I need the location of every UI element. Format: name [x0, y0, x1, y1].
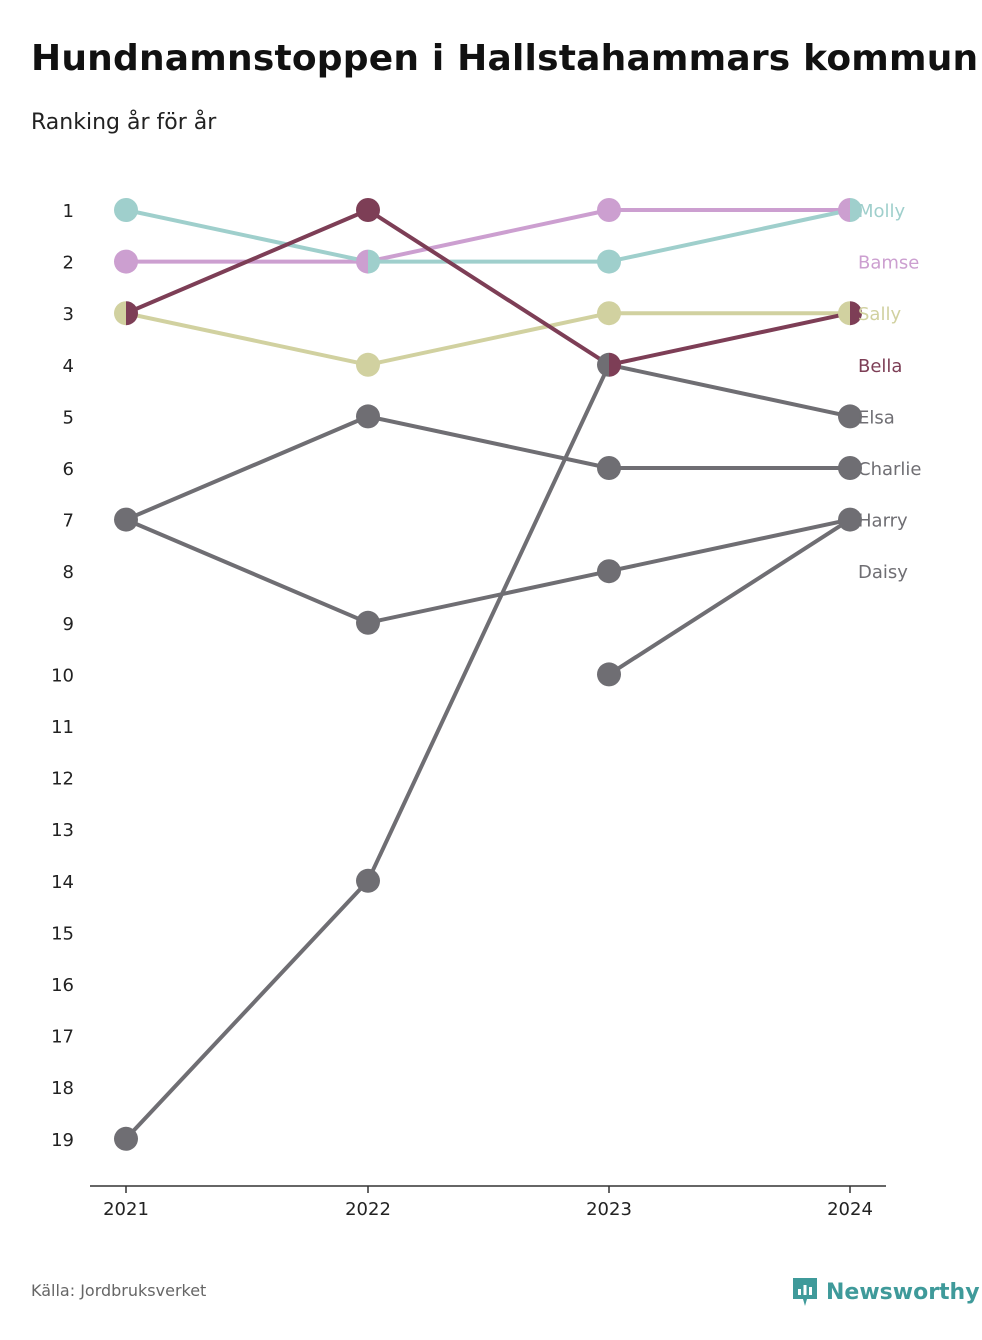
y-tick-label: 13	[51, 820, 74, 841]
marker-harry	[597, 559, 621, 584]
marker-sally	[597, 301, 621, 326]
marker-molly	[368, 249, 380, 274]
y-tick-label: 11	[51, 717, 74, 738]
marker-daisy	[838, 507, 850, 532]
series-line-elsa	[124, 362, 851, 1141]
y-tick-label: 19	[51, 1130, 74, 1151]
y-tick-label: 18	[51, 1078, 74, 1099]
series-line-daisy	[607, 517, 852, 677]
marker-charlie	[838, 456, 862, 480]
y-tick-label: 10	[51, 665, 74, 686]
marker-molly	[114, 198, 138, 222]
y-tick-label: 1	[63, 201, 74, 222]
x-tick-label: 2021	[103, 1199, 149, 1220]
x-tick-label: 2023	[586, 1199, 632, 1220]
series-label-charlie: Charlie	[858, 459, 921, 480]
series-line-molly	[125, 208, 851, 264]
marker-bamse	[356, 249, 368, 274]
y-tick-label: 14	[51, 872, 74, 893]
y-tick-label: 4	[63, 356, 74, 377]
y-tick-label: 6	[63, 459, 74, 480]
marker-charlie	[126, 507, 138, 532]
series-label-elsa: Elsa	[858, 407, 895, 428]
marker-bamse	[838, 198, 850, 222]
marker-charlie	[356, 404, 380, 429]
marker-elsa	[356, 868, 380, 893]
marker-harry	[850, 507, 862, 532]
marker-bella	[609, 352, 621, 377]
brand-name: Newsworthy	[826, 1279, 980, 1305]
y-tick-label: 7	[63, 511, 74, 532]
newsworthy-logo-icon	[793, 1278, 817, 1306]
y-tick-label: 5	[63, 407, 74, 428]
marker-bella	[850, 301, 862, 326]
y-tick-label: 16	[51, 975, 74, 996]
x-tick-label: 2022	[345, 1199, 391, 1220]
chart-title: Hundnamnstoppen i Hallstahammars kommun	[31, 38, 979, 79]
y-tick-label: 17	[51, 1027, 74, 1048]
marker-sally	[114, 301, 126, 326]
x-tick-label: 2024	[827, 1199, 873, 1220]
marker-charlie	[597, 456, 621, 480]
y-tick-label: 15	[51, 923, 74, 944]
marker-daisy	[597, 662, 621, 687]
marker-bamse	[114, 249, 138, 274]
series-label-molly: Molly	[858, 201, 906, 222]
series-line-sally	[125, 311, 850, 367]
y-tick-label: 9	[63, 614, 74, 635]
y-tick-label: 3	[63, 304, 74, 325]
marker-harry	[356, 610, 380, 635]
series-line-harry	[125, 517, 851, 625]
series-label-sally: Sally	[858, 304, 901, 325]
brand[interactable]: Newsworthy	[792, 1277, 980, 1307]
series-label-bella: Bella	[858, 356, 902, 377]
marker-bamse	[597, 198, 621, 222]
y-tick-label: 2	[63, 253, 74, 274]
series-line-bella	[125, 208, 851, 367]
marker-elsa	[114, 1126, 138, 1151]
series-lines	[124, 208, 852, 1141]
series-markers	[114, 198, 862, 1151]
series-line-charlie	[125, 414, 850, 522]
chart-subtitle: Ranking år för år	[31, 110, 217, 135]
y-tick-label: 8	[63, 562, 74, 583]
marker-bella	[126, 301, 138, 326]
marker-molly	[850, 198, 862, 222]
series-label-bamse: Bamse	[858, 253, 919, 274]
marker-sally	[838, 301, 850, 326]
marker-molly	[597, 249, 621, 274]
source-note: Källa: Jordbruksverket	[31, 1281, 207, 1300]
x-axis: 2021 2022 2023 2024	[90, 1185, 886, 1220]
series-labels: Molly Bamse Sally Bella Elsa Charlie Harry Dais…	[858, 201, 921, 583]
marker-elsa	[838, 404, 862, 429]
marker-elsa	[597, 352, 609, 377]
marker-bella	[356, 198, 380, 222]
series-line-bamse	[126, 208, 850, 264]
y-tick-label: 12	[51, 769, 74, 790]
series-label-harry: Harry	[858, 511, 908, 532]
marker-harry	[114, 507, 126, 532]
series-label-daisy: Daisy	[858, 562, 908, 583]
marker-sally	[356, 352, 380, 377]
